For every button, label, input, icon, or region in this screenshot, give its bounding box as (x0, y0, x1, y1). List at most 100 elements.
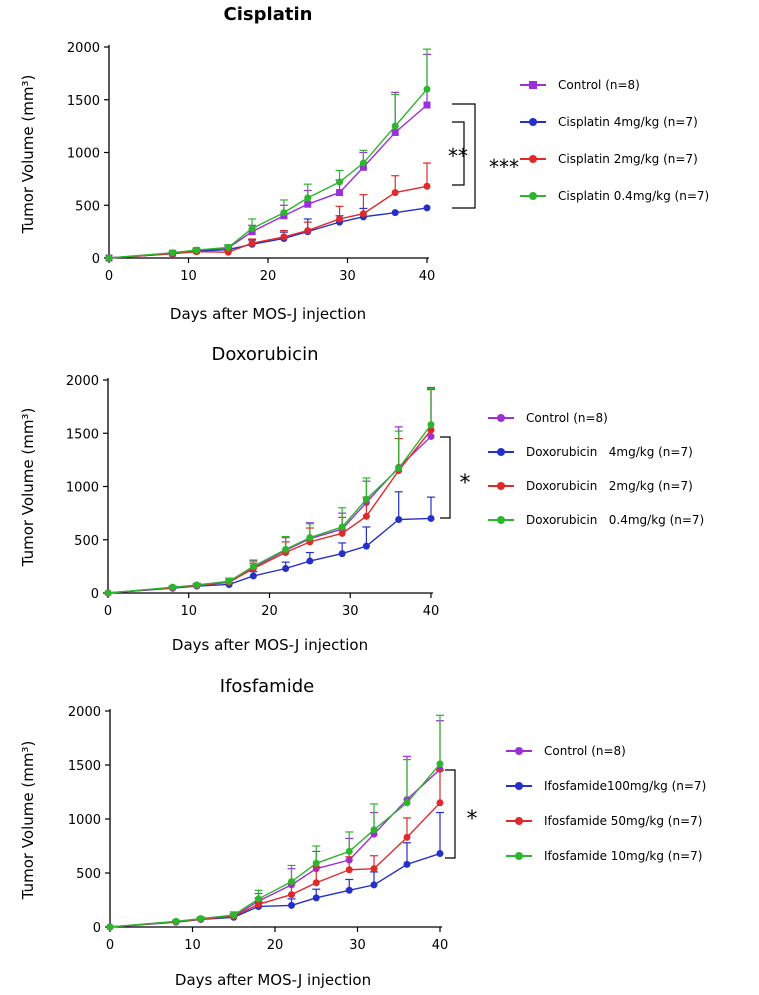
series-line (109, 802, 441, 928)
data-point (338, 523, 346, 531)
y-tick-label: 1500 (66, 427, 99, 442)
data-point (359, 159, 367, 167)
data-point (249, 562, 257, 570)
legend-swatch (520, 80, 546, 90)
data-point (403, 833, 411, 841)
x-tick-label: 10 (180, 269, 197, 284)
data-point (248, 224, 256, 232)
y-tick-label: 0 (92, 252, 100, 267)
legend-swatch (520, 154, 546, 164)
series-3 (105, 48, 431, 262)
y-tick-label: 1500 (68, 759, 101, 774)
data-point (304, 194, 312, 202)
series-line (109, 768, 441, 928)
legend-item: Control (n=8) (506, 744, 626, 758)
series-0 (105, 53, 431, 262)
data-point (362, 512, 370, 520)
data-point (312, 894, 320, 902)
data-point (192, 246, 200, 254)
data-point (304, 200, 312, 208)
data-point (338, 529, 346, 537)
data-point (403, 799, 411, 807)
data-point (423, 204, 431, 212)
legend-label: Ifosfamide100mg/kg (n=7) (544, 779, 707, 793)
legend-label: Ifosfamide 50mg/kg (n=7) (544, 814, 703, 828)
y-axis-label: Tumor Volume (mm³) (19, 408, 37, 568)
y-tick-label: 1000 (67, 147, 100, 162)
x-tick-label: 40 (419, 269, 436, 284)
data-point (362, 495, 370, 503)
legend-item: Ifosfamide 10mg/kg (n=7) (506, 849, 702, 863)
legend-item: Cisplatin 4mg/kg (n=7) (520, 115, 698, 129)
data-point (423, 85, 431, 93)
x-axis-label: Days after MOS-J injection (172, 636, 368, 654)
legend-item: Doxorubicin 2mg/kg (n=7) (488, 479, 693, 493)
data-point (345, 847, 353, 855)
data-point (395, 464, 403, 472)
legend-swatch (520, 117, 546, 127)
series-1 (104, 491, 435, 597)
data-point (336, 189, 344, 197)
series-line (108, 185, 428, 259)
data-point (370, 826, 378, 834)
chart-title: Cisplatin (224, 4, 313, 25)
x-tick-label: 20 (260, 269, 277, 284)
y-tick-label: 1000 (68, 813, 101, 828)
data-point (427, 432, 435, 440)
legend-item: Ifosfamide100mg/kg (n=7) (506, 779, 706, 793)
significance-bracket (445, 769, 456, 859)
series-2 (104, 388, 435, 597)
x-tick-label: 0 (104, 604, 112, 619)
series-line (107, 517, 432, 594)
data-point (306, 557, 314, 565)
data-point (370, 865, 378, 873)
data-point (436, 850, 444, 858)
legend-swatch (488, 515, 514, 525)
data-point (288, 878, 295, 886)
data-point (359, 210, 367, 218)
data-point (288, 891, 295, 899)
series-line (108, 88, 428, 259)
data-point (230, 911, 238, 919)
legend-item: Cisplatin 0.4mg/kg (n=7) (520, 189, 709, 203)
significance-marker: *** (489, 155, 519, 179)
legend-swatch (488, 447, 514, 457)
x-tick-label: 30 (339, 269, 356, 284)
legend-swatch (506, 746, 532, 756)
series-line (107, 429, 432, 594)
x-tick-label: 10 (180, 604, 197, 619)
legend-item: Doxorubicin 0.4mg/kg (n=7) (488, 513, 704, 527)
legend-label: Control (n=8) (526, 411, 608, 425)
series-2 (105, 162, 431, 262)
significance-bracket (440, 436, 451, 519)
data-point (336, 178, 344, 186)
data-point (169, 583, 177, 591)
chart-panel-ifosfamide: Ifosfamide Tumor Volume (mm³) Days after… (19, 676, 478, 989)
data-point (169, 249, 177, 257)
data-point (197, 915, 205, 923)
y-tick-label: 500 (76, 867, 101, 882)
data-point (255, 895, 262, 903)
y-axis-label: Tumor Volume (mm³) (19, 75, 37, 235)
data-point (288, 901, 295, 909)
series-line (109, 763, 441, 928)
data-point (280, 233, 288, 241)
x-tick-label: 10 (184, 938, 201, 953)
chart-title: Doxorubicin (212, 344, 319, 365)
data-point (391, 209, 399, 217)
y-axis-label: Tumor Volume (mm³) (19, 741, 37, 901)
data-point (362, 542, 370, 550)
data-point (391, 122, 399, 130)
legend-swatch (506, 816, 532, 826)
legend-swatch (488, 481, 514, 491)
data-point (104, 589, 112, 597)
data-point (248, 239, 256, 247)
x-tick-label: 20 (267, 938, 284, 953)
series-0 (104, 386, 435, 597)
legend-label: Doxorubicin 4mg/kg (n=7) (526, 445, 693, 459)
series-line (108, 104, 428, 259)
data-point (280, 209, 288, 217)
series-3 (106, 714, 444, 931)
legend-label: Cisplatin 2mg/kg (n=7) (558, 152, 698, 166)
